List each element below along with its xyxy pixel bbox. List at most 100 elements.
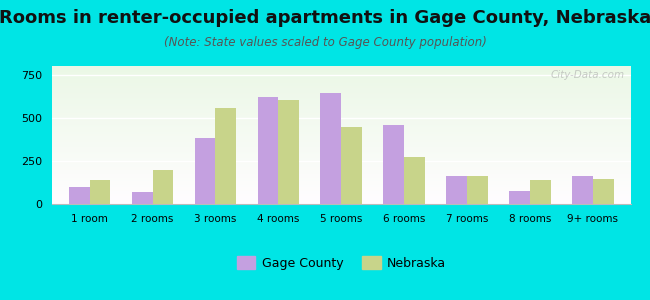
Bar [52, 130, 630, 131]
Bar [52, 168, 630, 169]
Bar [52, 100, 630, 101]
Bar [52, 192, 630, 193]
Bar [52, 98, 630, 99]
Bar [52, 72, 630, 73]
Bar [572, 176, 593, 204]
Bar [52, 90, 630, 91]
Bar [52, 68, 630, 69]
Bar [530, 180, 551, 204]
Bar [132, 192, 153, 204]
Bar [52, 79, 630, 80]
Bar [52, 131, 630, 132]
Bar [90, 180, 110, 204]
Bar [341, 127, 362, 204]
Bar [52, 203, 630, 204]
Bar [52, 66, 630, 67]
Bar [52, 196, 630, 197]
Bar [52, 176, 630, 177]
Bar [52, 144, 630, 145]
Bar [52, 128, 630, 129]
Bar [52, 161, 630, 162]
Bar [52, 123, 630, 124]
Bar [52, 70, 630, 71]
Bar [52, 102, 630, 103]
Bar [52, 133, 630, 134]
Bar [52, 166, 630, 167]
Bar [52, 115, 630, 116]
Bar [52, 202, 630, 203]
Bar [52, 94, 630, 95]
Bar [52, 194, 630, 195]
Bar [52, 88, 630, 89]
Bar [52, 158, 630, 159]
Bar [52, 180, 630, 181]
Bar [52, 137, 630, 138]
Bar [52, 126, 630, 127]
Bar [52, 179, 630, 180]
Bar [52, 96, 630, 97]
Bar [52, 103, 630, 104]
Bar [52, 119, 630, 120]
Bar [52, 149, 630, 150]
Bar [52, 82, 630, 83]
Bar [52, 145, 630, 146]
Bar [52, 93, 630, 94]
Bar [509, 191, 530, 204]
Bar [52, 157, 630, 158]
Bar [52, 81, 630, 82]
Bar [52, 118, 630, 119]
Text: Rooms in renter-occupied apartments in Gage County, Nebraska: Rooms in renter-occupied apartments in G… [0, 9, 650, 27]
Bar [52, 201, 630, 202]
Bar [52, 200, 630, 201]
Bar [52, 112, 630, 113]
Bar [52, 104, 630, 105]
Bar [52, 117, 630, 118]
Bar [257, 97, 278, 204]
Bar [52, 169, 630, 170]
Bar [52, 125, 630, 126]
Bar [52, 159, 630, 160]
Bar [52, 114, 630, 115]
Bar [52, 173, 630, 174]
Bar [52, 108, 630, 109]
Text: City-Data.com: City-Data.com [551, 70, 625, 80]
Bar [52, 80, 630, 81]
Bar [278, 100, 299, 204]
Bar [52, 178, 630, 179]
Bar [52, 190, 630, 191]
Bar [52, 113, 630, 114]
Bar [52, 76, 630, 77]
Bar [52, 185, 630, 186]
Bar [52, 129, 630, 130]
Bar [52, 181, 630, 182]
Bar [447, 176, 467, 204]
Bar [52, 84, 630, 85]
Bar [52, 67, 630, 68]
Bar [52, 177, 630, 178]
Bar [320, 93, 341, 204]
Bar [52, 152, 630, 153]
Bar [52, 101, 630, 102]
Bar [52, 135, 630, 136]
Bar [52, 71, 630, 72]
Bar [52, 188, 630, 189]
Bar [52, 138, 630, 139]
Bar [52, 160, 630, 161]
Bar [52, 111, 630, 112]
Bar [52, 122, 630, 123]
Bar [52, 170, 630, 171]
Bar [52, 134, 630, 135]
Bar [153, 170, 174, 204]
Bar [52, 92, 630, 93]
Bar [52, 191, 630, 192]
Bar [52, 110, 630, 111]
Bar [52, 163, 630, 164]
Bar [52, 86, 630, 87]
Bar [52, 83, 630, 84]
Bar [52, 167, 630, 168]
Bar [52, 121, 630, 122]
Bar [52, 195, 630, 196]
Bar [52, 172, 630, 173]
Bar [467, 176, 488, 204]
Bar [52, 106, 630, 107]
